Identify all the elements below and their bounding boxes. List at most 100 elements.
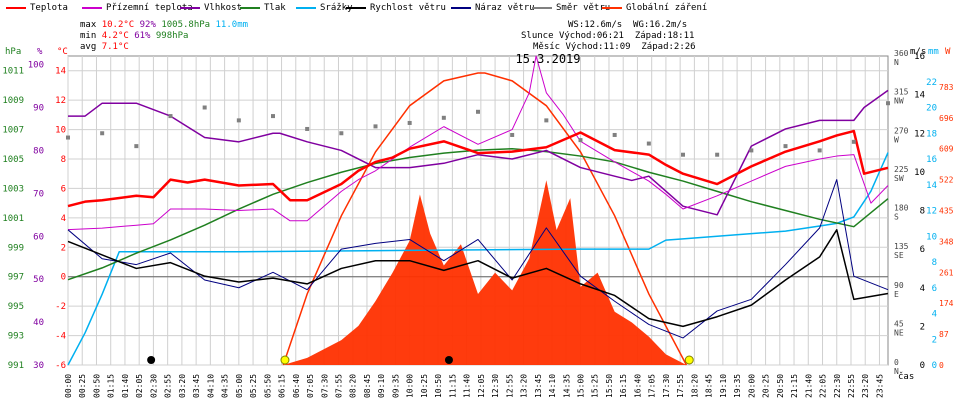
tick-label-time: 12:55 <box>505 374 514 398</box>
tick-label-temperature: -6 <box>55 361 66 371</box>
tick-label-time: 08:45 <box>363 374 372 398</box>
tick-label-rain: 8 <box>932 258 937 268</box>
tick-label-time: 09:10 <box>377 374 386 398</box>
tick-label-rain: 4 <box>932 310 937 320</box>
point-wind-direction <box>339 131 344 136</box>
tick-label-radiation: 348 <box>939 237 954 246</box>
tick-label-time: 15:25 <box>591 374 600 398</box>
stats-avg: avg 7.1°C <box>80 42 129 52</box>
tick-label-time: 20:50 <box>776 374 785 398</box>
tick-label-direction-name: N <box>894 58 899 67</box>
tick-label-direction: 135 <box>894 242 909 251</box>
tick-label-time: 00:00 <box>64 374 73 398</box>
tick-label-time: 16:40 <box>633 374 642 398</box>
tick-label-time: 18:20 <box>690 374 699 398</box>
tick-label-time: 10:50 <box>434 374 443 398</box>
tick-label-pressure: 1011 <box>2 67 24 77</box>
tick-label-rain: 16 <box>926 155 937 165</box>
legend-label: Teplota <box>30 3 68 13</box>
tick-label-time: 01:15 <box>107 374 116 398</box>
tick-label-time: 17:05 <box>648 374 657 398</box>
legend-label: Srážky <box>320 3 353 13</box>
tick-label-direction-name: SE <box>894 251 904 260</box>
legend-item-2: Vlhkost <box>180 3 242 15</box>
tick-label-humidity: 30 <box>33 361 44 371</box>
tick-label-humidity: 40 <box>33 318 44 328</box>
tick-label-time: 02:55 <box>164 374 173 398</box>
tick-label-radiation: 0 <box>939 361 944 370</box>
legend-swatch <box>180 6 200 9</box>
legend-swatch <box>451 6 471 9</box>
series-ground-temp <box>67 55 889 231</box>
tick-label-direction: 225 <box>894 165 909 174</box>
legend-item-4: Srážky <box>296 3 353 15</box>
stats-min-press: 998hPa <box>155 31 189 41</box>
tick-label-time: 17:55 <box>676 374 685 398</box>
point-wind-direction <box>817 148 822 153</box>
tick-label-time: 01:40 <box>121 374 130 398</box>
tick-label-radiation: 87 <box>939 330 949 339</box>
point-wind-direction <box>783 144 788 149</box>
series-max-radiation <box>282 72 688 366</box>
point-wind-direction <box>851 139 856 144</box>
astro-moon-label: Měsíc <box>533 42 561 52</box>
tick-label-rain: 2 <box>932 335 937 345</box>
tick-label-pressure: 1005 <box>2 155 24 165</box>
astro-moonrise: Východ:11:09 <box>565 42 631 52</box>
tick-label-direction-name: W <box>894 135 899 144</box>
tick-label-humidity: 100 <box>28 61 44 71</box>
tick-label-pressure: 1003 <box>2 184 24 194</box>
series-humidity <box>68 89 889 216</box>
legend-swatch <box>602 6 622 9</box>
stats-min: min 4.2°C 61% 998hPa <box>80 31 188 41</box>
point-wind-direction <box>476 109 480 114</box>
series-wind <box>67 229 889 328</box>
point-wind-direction <box>271 114 275 119</box>
point-wind-direction <box>168 114 173 119</box>
unit-pct: % <box>37 47 43 57</box>
moon-moonset-marker <box>147 356 156 364</box>
tick-label-time: 02:05 <box>135 374 144 398</box>
astro-sunrise: Východ:06:21 <box>558 31 624 41</box>
legend-swatch <box>296 6 316 9</box>
stats-max-hum: 92% <box>139 20 156 30</box>
tick-label-time: 15:00 <box>577 374 586 398</box>
tick-label-direction: 315 <box>894 88 909 97</box>
tick-label-pressure: 993 <box>8 332 24 342</box>
astro-moon: Měsíc Východ:11:09 Západ:2:26 <box>533 42 696 52</box>
tick-label-direction: 270 <box>894 126 909 135</box>
tick-label-time: 11:15 <box>448 374 457 398</box>
tick-label-rain: 20 <box>926 104 937 114</box>
tick-label-temperature: -4 <box>55 332 66 342</box>
legend-swatch <box>82 6 102 9</box>
astro-moonset: Západ:2:26 <box>641 42 696 52</box>
tick-label-temperature: 14 <box>55 67 66 77</box>
tick-label-time: 21:15 <box>790 374 799 398</box>
tick-label-time: 10:25 <box>420 374 429 398</box>
stats-min-hum: 61% <box>134 31 151 41</box>
legend-swatch <box>532 6 552 9</box>
tick-label-pressure: 991 <box>8 361 24 371</box>
tick-label-humidity: 90 <box>33 104 44 114</box>
tick-label-time: 07:05 <box>306 374 315 398</box>
legend-item-7: Směr větru <box>532 3 610 15</box>
tick-label-time: 00:50 <box>92 374 101 398</box>
tick-label-radiation: 609 <box>939 145 954 154</box>
tick-label-time: 07:30 <box>320 374 329 398</box>
legend-item-5: Rychlost větru <box>346 3 446 15</box>
tick-label-time: 14:10 <box>548 374 557 398</box>
tick-label-direction: 90 <box>894 281 904 290</box>
tick-label-rain: 18 <box>926 129 937 139</box>
tick-label-pressure: 1001 <box>2 214 24 224</box>
tick-label-time: 22:05 <box>819 374 828 398</box>
tick-label-time: 05:50 <box>263 374 272 398</box>
legend-item-3: Tlak <box>240 3 286 15</box>
series-gust <box>67 179 889 339</box>
tick-label-time: 19:10 <box>719 374 728 398</box>
tick-label-wind: 10 <box>914 168 925 178</box>
tick-label-direction: 0 <box>894 358 899 367</box>
tick-label-pressure: 997 <box>8 273 24 283</box>
tick-label-time: 04:10 <box>206 374 215 398</box>
